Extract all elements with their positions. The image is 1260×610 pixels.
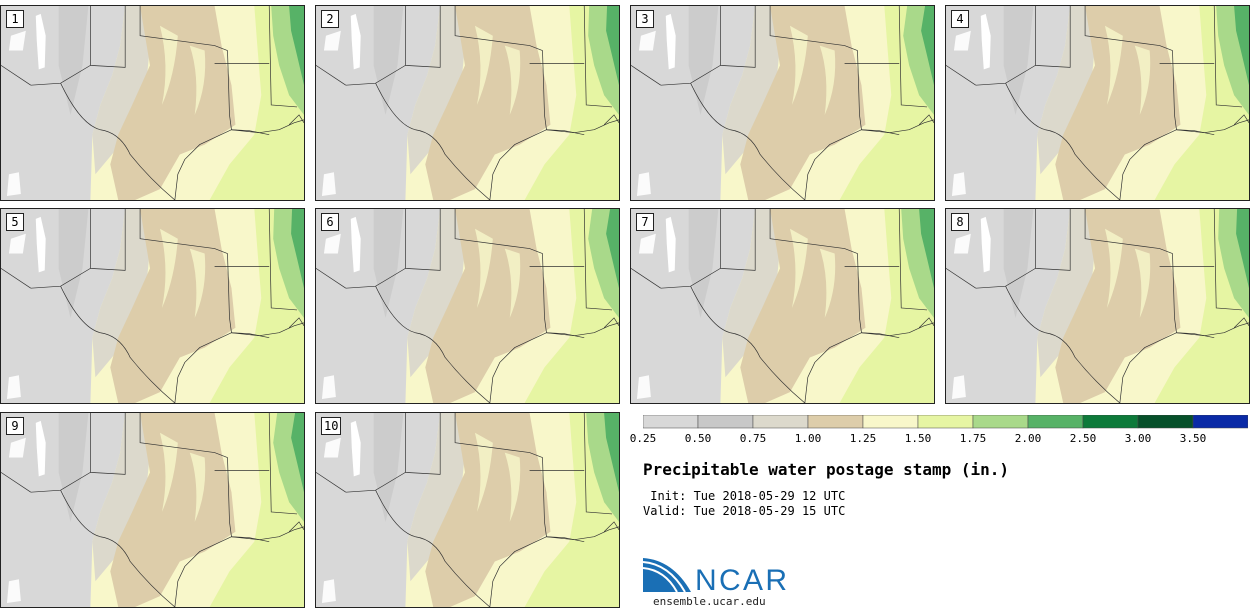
colorbar-tick-label: 3.50 — [1179, 432, 1207, 445]
member-number-label: 5 — [6, 213, 24, 231]
member-number-label: 6 — [321, 213, 339, 231]
colorbar-tick-label: 0.75 — [739, 432, 767, 445]
colorbar-tick-label: 0.50 — [684, 432, 712, 445]
colorbar-segment — [862, 415, 919, 429]
colorbar-tick-label: 1.25 — [849, 432, 877, 445]
member-number-label: 7 — [636, 213, 654, 231]
colorbar-tick-label: 1.50 — [904, 432, 932, 445]
colorbar-tick-label: 1.00 — [794, 432, 822, 445]
colorbar-segment — [1192, 415, 1248, 429]
member-number-label: 8 — [951, 213, 969, 231]
ensemble-member-panel: 3 — [630, 5, 935, 201]
ensemble-member-panel: 7 — [630, 208, 935, 404]
member-number-label: 1 — [6, 10, 24, 28]
ncar-logo-text: NCAR — [695, 564, 787, 596]
ensemble-member-panel: 6 — [315, 208, 620, 404]
colorbar-tick-label: 2.00 — [1014, 432, 1042, 445]
member-number-label: 4 — [951, 10, 969, 28]
colorbar-segment — [972, 415, 1029, 429]
colorbar-tick-label: 2.50 — [1069, 432, 1097, 445]
site-url: ensemble.ucar.edu — [653, 595, 766, 608]
colorbar — [643, 415, 1248, 429]
ensemble-member-panel: 2 — [315, 5, 620, 201]
init-time: Init: Tue 2018-05-29 12 UTC — [643, 489, 846, 503]
ensemble-member-panel: 8 — [945, 208, 1250, 404]
colorbar-segment — [752, 415, 809, 429]
colorbar-tick-label: 3.00 — [1124, 432, 1152, 445]
colorbar-tick-labels: 0.25 0.50 0.75 1.00 1.25 1.50 1.75 2.00 2.50 3.00… — [630, 432, 1260, 448]
chart-title: Precipitable water postage stamp (in.) — [643, 460, 1010, 479]
colorbar-tick-label: 0.25 — [629, 432, 657, 445]
valid-time: Valid: Tue 2018-05-29 15 UTC — [643, 504, 846, 518]
ensemble-member-panel: 9 — [0, 412, 305, 608]
colorbar-segment — [1082, 415, 1139, 429]
colorbar-segment — [697, 415, 754, 429]
ncar-logo: NCAR — [643, 558, 787, 596]
ensemble-member-panel: 4 — [945, 5, 1250, 201]
colorbar-segment — [643, 415, 699, 429]
member-number-label: 9 — [6, 417, 24, 435]
colorbar-tick-label: 1.75 — [959, 432, 987, 445]
member-number-label: 10 — [321, 417, 342, 435]
member-number-label: 2 — [321, 10, 339, 28]
member-number-label: 3 — [636, 10, 654, 28]
colorbar-segment — [1137, 415, 1194, 429]
ensemble-member-panel: 5 — [0, 208, 305, 404]
colorbar-segment — [917, 415, 974, 429]
colorbar-segment — [1027, 415, 1084, 429]
ensemble-member-panel: 10 — [315, 412, 620, 608]
ensemble-member-panel: 1 — [0, 5, 305, 201]
colorbar-segment — [807, 415, 864, 429]
